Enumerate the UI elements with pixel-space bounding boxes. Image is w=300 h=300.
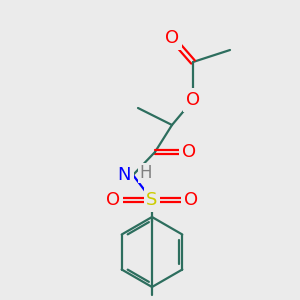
Text: O: O xyxy=(165,29,179,47)
Text: O: O xyxy=(186,91,200,109)
Text: O: O xyxy=(182,143,196,161)
Text: O: O xyxy=(106,191,120,209)
Text: O: O xyxy=(184,191,198,209)
Text: N: N xyxy=(118,166,131,184)
Text: H: H xyxy=(139,164,152,182)
Text: S: S xyxy=(146,191,158,209)
